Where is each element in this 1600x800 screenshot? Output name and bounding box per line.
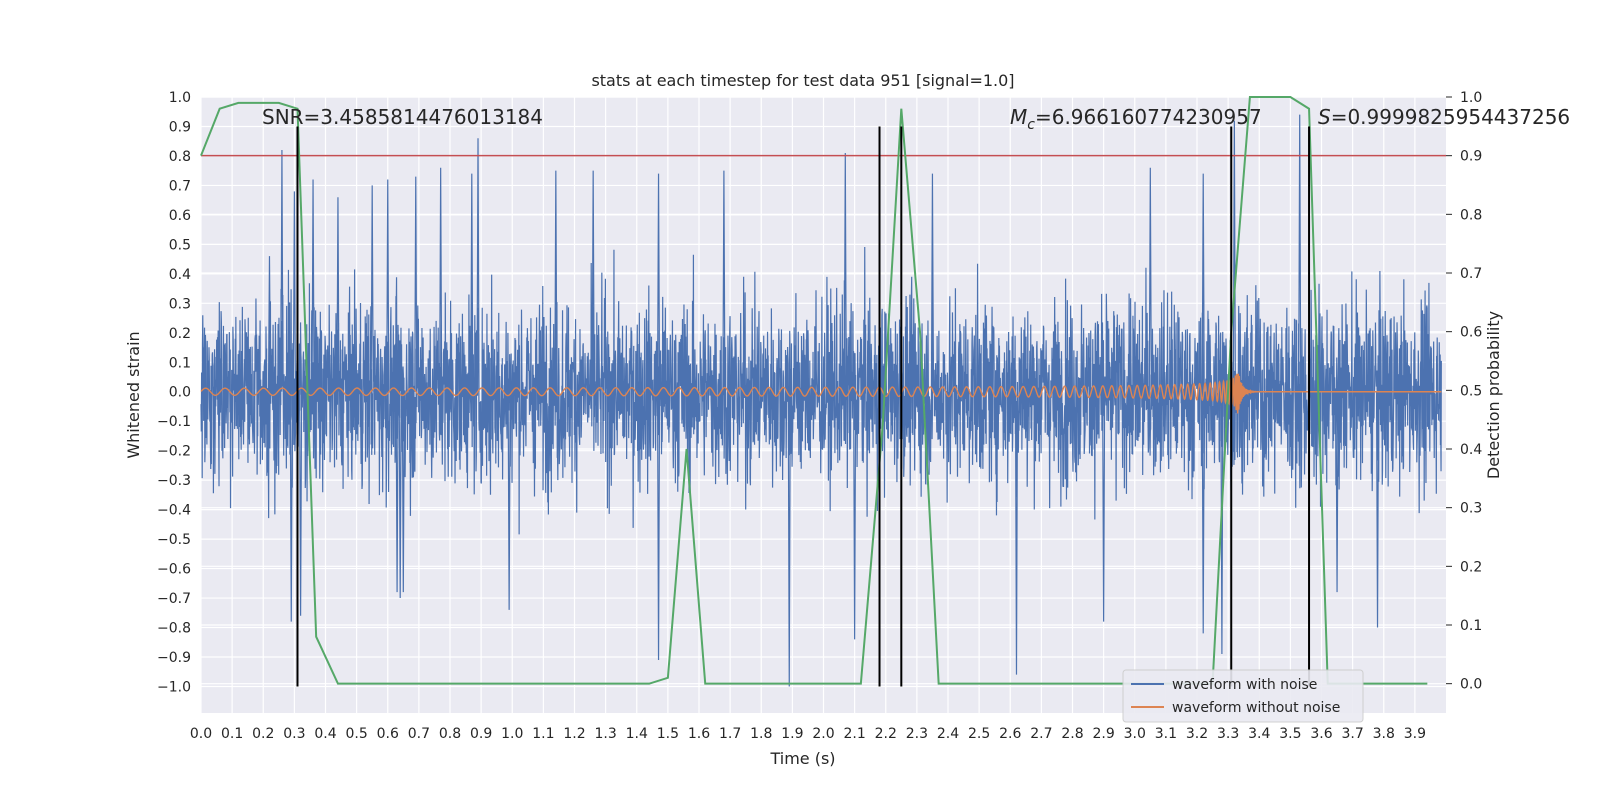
x-tick-label: 3.0 (1124, 726, 1146, 742)
y2-tick-label: 0.8 (1460, 207, 1482, 223)
x-tick-label: 0.2 (252, 726, 274, 742)
x-tick-label: 0.5 (345, 726, 367, 742)
y-tick-label: 1.0 (169, 90, 191, 106)
y2-tick-label: 0.2 (1460, 559, 1482, 575)
y-tick-label: −0.6 (157, 562, 191, 578)
y2-tick-label: 0.4 (1460, 442, 1482, 458)
series-waveform-with-noise (200, 114, 1442, 687)
y-tick-label: 0.5 (169, 237, 191, 253)
series-detection-probability (200, 96, 1428, 685)
x-tick-label: 1.1 (532, 726, 554, 742)
y-tick-label: 0.3 (169, 296, 191, 312)
x-tick-label: 2.3 (906, 726, 928, 742)
x-tick-label: 3.5 (1279, 726, 1301, 742)
x-tick-label: 3.2 (1186, 726, 1208, 742)
score-symbol: S (1318, 105, 1331, 129)
y-tick-label: 0.0 (169, 385, 191, 401)
chirp-mass-annotation: Mc=6.966160774230957 (1010, 105, 1262, 133)
y2-tick-label: 0.0 (1460, 677, 1482, 693)
y2-tick-label: 0.7 (1460, 266, 1482, 282)
chart-title: stats at each timestep for test data 951… (591, 71, 1014, 90)
y-tick-label: 0.9 (169, 119, 191, 135)
x-tick-label: 0.1 (221, 726, 243, 742)
x-tick-label: 1.8 (750, 726, 772, 742)
x-tick-label: 3.6 (1310, 726, 1332, 742)
y-tick-label: −0.4 (157, 503, 191, 519)
x-tick-label: 1.0 (501, 726, 523, 742)
y-tick-label: −0.5 (157, 532, 191, 548)
x-tick-label: 2.2 (875, 726, 897, 742)
series-layer (200, 114, 1442, 687)
x-tick-label: 1.5 (657, 726, 679, 742)
x-tick-label: 0.7 (408, 726, 430, 742)
y-tick-label: −1.0 (157, 679, 191, 695)
x-tick-label: 0.0 (190, 726, 212, 742)
x-tick-label: 2.4 (937, 726, 959, 742)
legend-label-noise: waveform with noise (1172, 677, 1317, 693)
score-value: =0.9999825954437256 (1331, 105, 1570, 129)
y2-tick-label: 0.9 (1460, 149, 1482, 165)
y-tick-label: −0.8 (157, 621, 191, 637)
ticks-layer: 0.0 0.1 0.2 0.3 0.4 0.5 0.6 0.7 0.8 0.9 1.0 1.1 1.2 1… (157, 90, 1482, 742)
x-tick-label: 1.7 (719, 726, 741, 742)
x-tick-label: 0.6 (377, 726, 399, 742)
y-tick-label: 0.1 (169, 355, 191, 371)
legend: waveform with noise waveform without noi… (1122, 669, 1364, 723)
x-tick-label: 0.8 (439, 726, 461, 742)
x-tick-label: 1.9 (781, 726, 803, 742)
y-tick-label: −0.1 (157, 414, 191, 430)
x-tick-label: 1.4 (626, 726, 648, 742)
x-tick-label: 3.4 (1248, 726, 1270, 742)
y-tick-label: −0.9 (157, 650, 191, 666)
x-tick-label: 0.4 (314, 726, 336, 742)
x-tick-label: 3.1 (1155, 726, 1177, 742)
legend-box (1122, 669, 1364, 723)
y-tick-label: −0.3 (157, 473, 191, 489)
legend-label-clean: waveform without noise (1172, 700, 1340, 716)
overlay-layer (200, 96, 1446, 687)
y2-axis-label: Detection probability (1484, 311, 1503, 479)
chirp-mass-value: =6.966160774230957 (1035, 105, 1262, 129)
x-axis-label: Time (s) (769, 749, 835, 768)
x-tick-label: 3.8 (1373, 726, 1395, 742)
chirp-mass-subscript: c (1027, 117, 1035, 133)
x-tick-label: 2.8 (1061, 726, 1083, 742)
y-tick-label: 0.6 (169, 208, 191, 224)
y2-tick-label: 0.5 (1460, 383, 1482, 399)
y-axis-label: Whitened strain (124, 331, 143, 458)
x-tick-label: 2.6 (999, 726, 1021, 742)
y-tick-label: 0.4 (169, 267, 191, 283)
y-tick-label: −0.7 (157, 591, 191, 607)
y2-tick-label: 1.0 (1460, 90, 1482, 106)
y2-tick-label: 0.6 (1460, 325, 1482, 341)
x-tick-label: 3.9 (1404, 726, 1426, 742)
snr-annotation: SNR=3.4585814476013184 (262, 105, 543, 129)
x-tick-label: 2.1 (843, 726, 865, 742)
x-tick-label: 1.3 (594, 726, 616, 742)
y2-tick-label: 0.1 (1460, 618, 1482, 634)
x-tick-label: 0.3 (283, 726, 305, 742)
y2-tick-label: 0.3 (1460, 501, 1482, 517)
y-tick-label: 0.8 (169, 149, 191, 165)
x-tick-label: 0.9 (470, 726, 492, 742)
x-tick-label: 2.9 (1092, 726, 1114, 742)
y-tick-label: −0.2 (157, 444, 191, 460)
y-tick-label: 0.7 (169, 178, 191, 194)
x-tick-label: 2.5 (968, 726, 990, 742)
chirp-mass-symbol: M (1010, 105, 1027, 129)
x-tick-label: 2.7 (1030, 726, 1052, 742)
series-waveform-without-noise (200, 373, 1442, 414)
x-tick-label: 3.3 (1217, 726, 1239, 742)
x-tick-label: 1.2 (563, 726, 585, 742)
x-tick-label: 2.0 (812, 726, 834, 742)
x-tick-label: 3.7 (1341, 726, 1363, 742)
x-tick-label: 1.6 (688, 726, 710, 742)
y-tick-label: 0.2 (169, 326, 191, 342)
score-annotation: S=0.9999825954437256 (1318, 105, 1570, 129)
